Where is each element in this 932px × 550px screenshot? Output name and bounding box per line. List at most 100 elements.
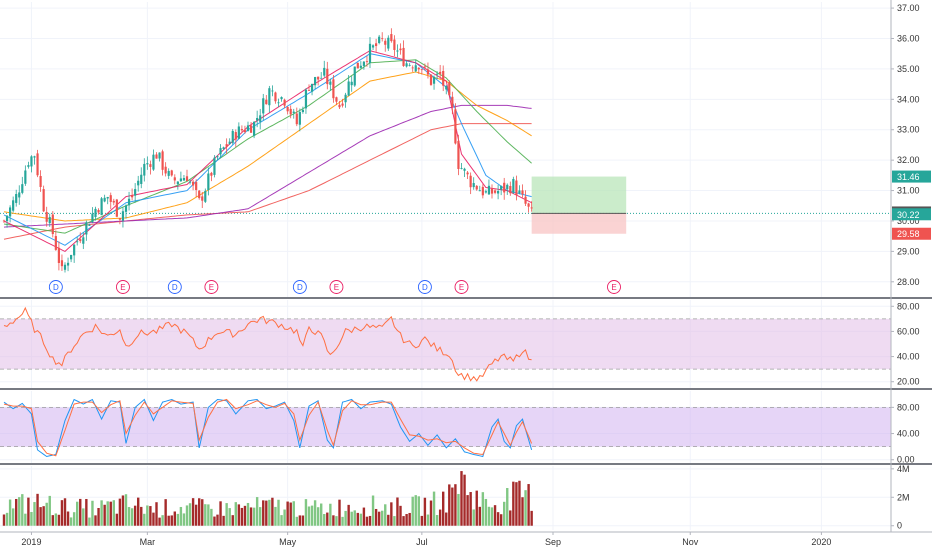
- candle-body: [521, 190, 524, 195]
- volume-bar: [469, 492, 472, 526]
- candle-body: [399, 48, 402, 51]
- volume-bar: [475, 490, 478, 526]
- price-tag: 30.22: [892, 208, 931, 221]
- candle-body: [442, 70, 445, 86]
- candle-body: [60, 260, 64, 267]
- volume-bar: [326, 512, 329, 526]
- volume-bar: [448, 484, 451, 526]
- candle-body: [414, 65, 417, 72]
- volume-bar: [69, 517, 73, 526]
- volume-bar: [304, 499, 308, 526]
- volume-bar: [478, 506, 481, 526]
- volume-bar: [506, 488, 509, 526]
- event-marker-circle: [292, 280, 307, 294]
- candle-body: [12, 200, 15, 211]
- event-marker-circle: [48, 280, 63, 294]
- indicator-bands: [0, 318, 891, 448]
- candle-body: [192, 181, 195, 186]
- candle-body: [515, 180, 518, 196]
- candle-body: [439, 71, 442, 74]
- event-marker-e: E: [454, 280, 469, 294]
- candle-body: [396, 50, 399, 52]
- candle-body: [478, 190, 481, 192]
- candle-body: [518, 190, 521, 194]
- volume-bar: [219, 501, 222, 526]
- candle-body: [484, 191, 487, 193]
- candle-body: [66, 262, 70, 266]
- volume-bar: [51, 515, 54, 526]
- candle-body: [274, 92, 277, 102]
- candle-body: [500, 186, 503, 190]
- x-tick-label: May: [279, 537, 297, 547]
- candle-body: [109, 195, 112, 202]
- candle-body: [375, 43, 378, 47]
- candle-body: [381, 38, 384, 40]
- candle-body: [429, 74, 433, 85]
- candle-body: [310, 83, 314, 92]
- candle-body: [304, 89, 308, 109]
- candle-body: [356, 62, 359, 69]
- volume-bar: [307, 506, 311, 526]
- candle-body: [36, 153, 39, 176]
- price-axis[interactable]: 28.00 29.00 30.00 31.00 32.00 33.00 34.00 35.00…: [891, 3, 920, 531]
- candle-body: [24, 170, 27, 184]
- event-marker-e: E: [607, 280, 621, 294]
- y-tick-label: 32.00: [897, 155, 920, 165]
- volume-bar: [402, 516, 405, 526]
- volume-bar: [249, 507, 253, 526]
- candle-body: [323, 67, 326, 76]
- volume-bar: [201, 499, 204, 526]
- candle-body: [216, 156, 219, 158]
- rsi-line: [3, 306, 532, 382]
- long-position-tool[interactable]: [531, 176, 627, 234]
- indicator-lines: [3, 306, 533, 458]
- candle-body: [393, 39, 396, 50]
- volume-bar: [268, 499, 271, 526]
- candle-body: [121, 211, 125, 221]
- candle-body: [2, 220, 6, 222]
- candle-body: [368, 43, 372, 63]
- volume-bar: [170, 515, 173, 526]
- candle-body: [497, 191, 500, 194]
- candle-body: [524, 196, 527, 204]
- candle-body: [445, 85, 448, 90]
- volume-bar: [228, 508, 231, 526]
- volume-bar: [362, 507, 366, 526]
- volume-bar: [274, 506, 277, 526]
- event-marker-label: E: [611, 283, 616, 292]
- volume-bar: [109, 501, 112, 526]
- candle-body: [472, 183, 475, 188]
- time-axis[interactable]: 2019 Mar May Jul Sep Nov 2020: [21, 532, 831, 547]
- volume-bar: [82, 508, 85, 526]
- volume-bar: [216, 514, 219, 526]
- candle-body: [39, 176, 42, 187]
- y-tick-label: 80.00: [897, 301, 920, 311]
- candle-body: [48, 217, 51, 224]
- pane-separators[interactable]: [0, 0, 932, 533]
- candle-body: [344, 94, 347, 103]
- volume-bar: [438, 509, 442, 526]
- volume-bar: [15, 498, 18, 526]
- candle-body: [27, 165, 30, 167]
- candle-body: [228, 141, 231, 145]
- volume-bar: [106, 501, 109, 526]
- volume-bar: [18, 497, 21, 526]
- candle-body: [131, 195, 134, 198]
- price-tag-label: 29.58: [897, 229, 920, 239]
- event-marker-label: D: [422, 283, 428, 292]
- volume-bar: [277, 499, 280, 526]
- candle-body: [155, 154, 158, 159]
- volume-bar: [390, 502, 393, 526]
- candle-body: [143, 163, 146, 176]
- volume-bar: [457, 493, 460, 526]
- volume-bar: [484, 498, 488, 526]
- volume-bar: [289, 502, 292, 526]
- volume-bar: [255, 497, 259, 526]
- volume-bar: [152, 512, 155, 526]
- candle-body: [262, 98, 265, 114]
- candle-body: [506, 184, 509, 190]
- volume-bar: [124, 494, 128, 526]
